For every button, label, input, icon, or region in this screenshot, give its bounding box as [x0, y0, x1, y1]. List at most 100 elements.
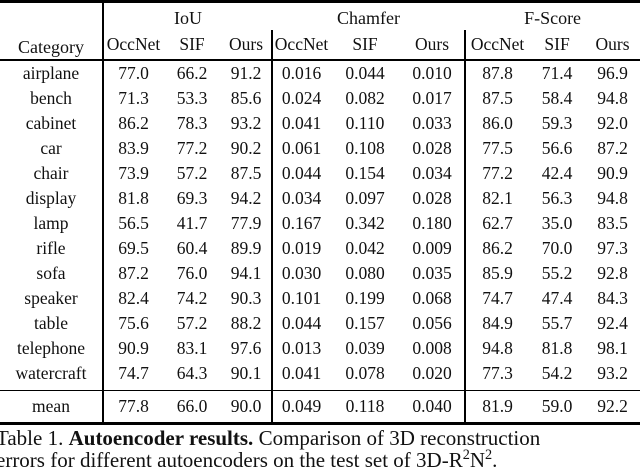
value-cell: 77.5 [464, 136, 530, 161]
value-cell: 0.016 [271, 60, 331, 86]
value-cell: 94.8 [464, 336, 530, 361]
caption-title: Autoencoder results. [68, 426, 254, 450]
value-cell: 35.0 [541, 213, 573, 233]
subheader-fscore-occnet: OccNet [464, 30, 530, 60]
value-cell: 0.044 [271, 161, 331, 186]
subheader-chamfer-occnet: OccNet [271, 30, 331, 60]
value-cell: 0.044 [271, 311, 331, 336]
value-cell: 0.154 [345, 163, 385, 183]
caption-text-2: errors for different autoencoders on the… [0, 447, 463, 472]
value-cell: 90.3 [230, 288, 262, 308]
value-cell: 0.110 [345, 113, 385, 133]
value-cell: 77.9 [230, 213, 262, 233]
caption-table-number: Table 1. [0, 426, 69, 450]
value-cell: 57.2 [176, 163, 208, 183]
value-cell: 0.078 [345, 363, 385, 383]
value-cell: 66.2 [176, 63, 208, 83]
subheader-iou-sif: SIF [179, 34, 205, 54]
subheader-iou-ours: Ours [229, 34, 264, 54]
value-cell: 93.2 [597, 363, 628, 383]
value-cell: 0.097 [345, 188, 385, 208]
value-cell: 77.0 [118, 63, 149, 83]
value-cell: 0.039 [345, 338, 385, 358]
value-cell: 81.9 [464, 390, 530, 424]
value-cell: 0.019 [271, 236, 331, 261]
value-cell: 92.4 [597, 313, 628, 333]
category-cell: rifle [0, 236, 104, 261]
category-cell: speaker [0, 286, 104, 311]
value-cell: 77.2 [176, 138, 208, 158]
category-cell: airplane [0, 60, 104, 86]
value-cell: 85.6 [230, 88, 262, 108]
caption-text-4: . [492, 447, 498, 472]
value-cell: 90.9 [597, 163, 628, 183]
value-cell: 47.4 [541, 288, 573, 308]
value-cell: 83.5 [597, 213, 628, 233]
value-cell: 86.2 [464, 236, 530, 261]
value-cell: 0.020 [412, 363, 452, 383]
value-cell: 0.035 [412, 263, 452, 283]
value-cell: 98.1 [597, 338, 628, 358]
value-cell: 0.101 [271, 286, 331, 311]
value-cell: 58.4 [541, 88, 573, 108]
value-cell: 71.3 [118, 88, 149, 108]
value-cell: 90.0 [230, 396, 262, 416]
value-cell: 0.082 [345, 88, 385, 108]
value-cell: 86.0 [464, 111, 530, 136]
value-cell: 62.7 [464, 211, 530, 236]
table-header: Category IoU Chamfer F-Score OccNet SIF … [0, 1, 640, 60]
value-cell: 56.3 [541, 188, 573, 208]
value-cell: 0.157 [345, 313, 385, 333]
value-cell: 0.180 [412, 213, 452, 233]
table-row: table 75.6 57.2 88.2 0.044 0.157 0.056 84.9 55.7… [0, 311, 640, 336]
value-cell: 94.8 [597, 188, 628, 208]
caption-line-1: Table 1. Autoencoder results. Comparison… [0, 426, 640, 450]
value-cell: 97.3 [597, 238, 628, 258]
value-cell: 92.0 [597, 113, 628, 133]
value-cell: 74.7 [118, 363, 149, 383]
value-cell: 71.4 [541, 63, 573, 83]
value-cell: 92.8 [597, 263, 628, 283]
value-cell: 73.9 [118, 163, 149, 183]
value-cell: 0.033 [412, 113, 452, 133]
value-cell: 0.199 [345, 288, 385, 308]
table-row: cabinet 86.2 78.3 93.2 0.041 0.110 0.033 86.0 59… [0, 111, 640, 136]
category-cell: bench [0, 86, 104, 111]
table-row: telephone 90.9 83.1 97.6 0.013 0.039 0.008 94.8… [0, 336, 640, 361]
value-cell: 0.028 [412, 188, 452, 208]
value-cell: 66.0 [176, 396, 208, 416]
value-cell: 0.013 [271, 336, 331, 361]
value-cell: 0.042 [345, 238, 385, 258]
subheader-fscore-ours: Ours [595, 34, 630, 54]
value-cell: 60.4 [176, 238, 208, 258]
value-cell: 76.0 [176, 263, 208, 283]
caption-text-1: Comparison of 3D reconstruction [253, 426, 541, 450]
value-cell: 0.108 [345, 138, 385, 158]
value-cell: 87.2 [118, 263, 149, 283]
caption-superscript-2: 2 [485, 446, 493, 463]
value-cell: 0.028 [412, 138, 452, 158]
group-header-chamfer: Chamfer [337, 8, 401, 28]
value-cell: 69.5 [118, 238, 149, 258]
value-cell: 74.7 [464, 286, 530, 311]
subheader-chamfer-ours: Ours [415, 34, 450, 54]
value-cell: 56.5 [118, 213, 149, 233]
value-cell: 42.4 [541, 163, 573, 183]
value-cell: 93.2 [230, 113, 262, 133]
value-cell: 77.8 [118, 396, 149, 416]
value-cell: 64.3 [176, 363, 208, 383]
value-cell: 41.7 [176, 213, 208, 233]
caption-line-2: errors for different autoencoders on the… [0, 446, 640, 472]
value-cell: 55.2 [541, 263, 573, 283]
value-cell: 94.1 [230, 263, 262, 283]
subheader-chamfer-sif: SIF [352, 34, 378, 54]
value-cell: 0.030 [271, 261, 331, 286]
subheader-fscore-sif: SIF [544, 34, 570, 54]
category-column-header: Category [0, 1, 104, 60]
results-table: Category IoU Chamfer F-Score OccNet SIF … [0, 0, 640, 425]
value-cell: 0.049 [271, 390, 331, 424]
value-cell: 96.9 [597, 63, 628, 83]
category-cell: watercraft [0, 361, 104, 391]
table-row: chair 73.9 57.2 87.5 0.044 0.154 0.034 77.2 42.4… [0, 161, 640, 186]
